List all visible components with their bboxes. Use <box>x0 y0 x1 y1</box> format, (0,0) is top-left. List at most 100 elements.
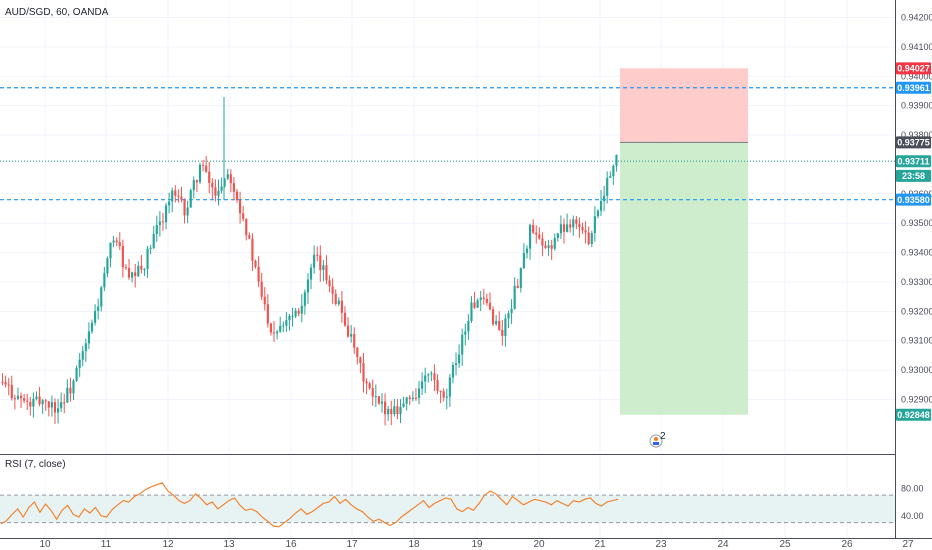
price-tag-box <box>896 169 931 182</box>
candle-body <box>584 230 587 233</box>
candle <box>414 388 418 401</box>
candle <box>346 317 350 338</box>
candle <box>177 189 180 203</box>
candle <box>4 375 7 388</box>
candle-body <box>433 373 436 381</box>
candle <box>171 187 174 213</box>
candle-body <box>137 265 140 277</box>
candle <box>205 155 208 174</box>
time-tick-label: 20 <box>533 539 545 550</box>
candle <box>146 246 149 278</box>
candle <box>266 294 269 328</box>
candle <box>50 395 53 417</box>
candle-body <box>609 176 612 178</box>
candle <box>454 352 458 376</box>
candle <box>350 325 353 343</box>
candle-body <box>291 316 294 318</box>
time-tick-label: 21 <box>594 539 606 550</box>
candle-body <box>306 279 310 293</box>
user-avatar-icon[interactable]: 2 <box>649 431 666 448</box>
candle-body <box>29 401 32 407</box>
candle <box>507 310 510 329</box>
candle <box>495 315 498 326</box>
candle-body <box>411 397 414 399</box>
candle <box>541 232 544 257</box>
candle-body <box>189 190 192 208</box>
price-tick-label: 0.93500 <box>901 218 932 228</box>
candle-body <box>254 260 257 267</box>
candle <box>513 277 516 310</box>
candle-body <box>334 293 337 305</box>
candle-body <box>131 272 134 278</box>
candle-body <box>528 224 532 249</box>
candle-body <box>248 235 251 239</box>
price-tag: 0.92848 <box>896 408 931 421</box>
candle-body <box>359 357 362 364</box>
position-tool[interactable] <box>620 68 748 415</box>
grid <box>0 0 895 538</box>
avatar-body <box>653 442 659 445</box>
candle <box>411 391 414 402</box>
candle <box>408 395 411 406</box>
candle <box>550 239 553 261</box>
candle <box>121 239 124 278</box>
candle <box>387 405 390 421</box>
candle-body <box>69 387 72 394</box>
candle <box>112 235 115 248</box>
candle-body <box>47 401 50 408</box>
candle-body <box>127 268 131 278</box>
candle <box>84 338 87 362</box>
stop-loss-zone[interactable] <box>620 68 748 143</box>
candle-body <box>94 310 97 323</box>
candle <box>106 256 109 278</box>
candle <box>525 245 529 259</box>
candle-body <box>393 406 396 415</box>
candle <box>581 222 584 234</box>
candle-body <box>488 302 492 310</box>
candle-body <box>217 190 220 196</box>
candle <box>232 176 235 201</box>
candle <box>374 384 377 408</box>
candle-body <box>559 224 563 234</box>
candle <box>152 225 155 250</box>
candle-body <box>164 205 168 223</box>
candle <box>143 268 146 276</box>
candle-body <box>337 300 340 305</box>
candle <box>362 353 365 393</box>
candle-body <box>343 312 347 326</box>
candle <box>538 227 541 240</box>
candle-body <box>174 190 177 196</box>
candle <box>590 230 593 248</box>
candle <box>63 393 66 414</box>
candle <box>229 169 232 193</box>
candle <box>559 215 563 240</box>
candle-body <box>436 380 439 391</box>
candle-body <box>556 233 559 239</box>
candle <box>291 307 294 327</box>
candle-body <box>319 255 322 271</box>
candle <box>60 392 63 413</box>
candle <box>251 233 254 272</box>
take-profit-zone[interactable] <box>620 142 748 415</box>
candle-body <box>590 233 593 244</box>
candle-body <box>510 308 513 314</box>
candle <box>53 398 57 424</box>
candle-body <box>390 408 393 415</box>
candle-body <box>106 258 109 274</box>
candle-body <box>377 396 380 404</box>
candle-body <box>195 180 198 183</box>
candle-body <box>282 325 285 327</box>
horizontal-lines[interactable] <box>0 87 895 201</box>
candle-body <box>229 174 232 184</box>
candle <box>433 364 436 392</box>
candle-body <box>4 382 7 385</box>
candle <box>72 379 75 401</box>
candle-body <box>482 297 485 299</box>
candle <box>269 322 273 336</box>
candle-body <box>439 390 442 392</box>
price-tag-box <box>896 62 931 75</box>
candle-body <box>7 384 10 386</box>
candle-body <box>26 400 29 402</box>
